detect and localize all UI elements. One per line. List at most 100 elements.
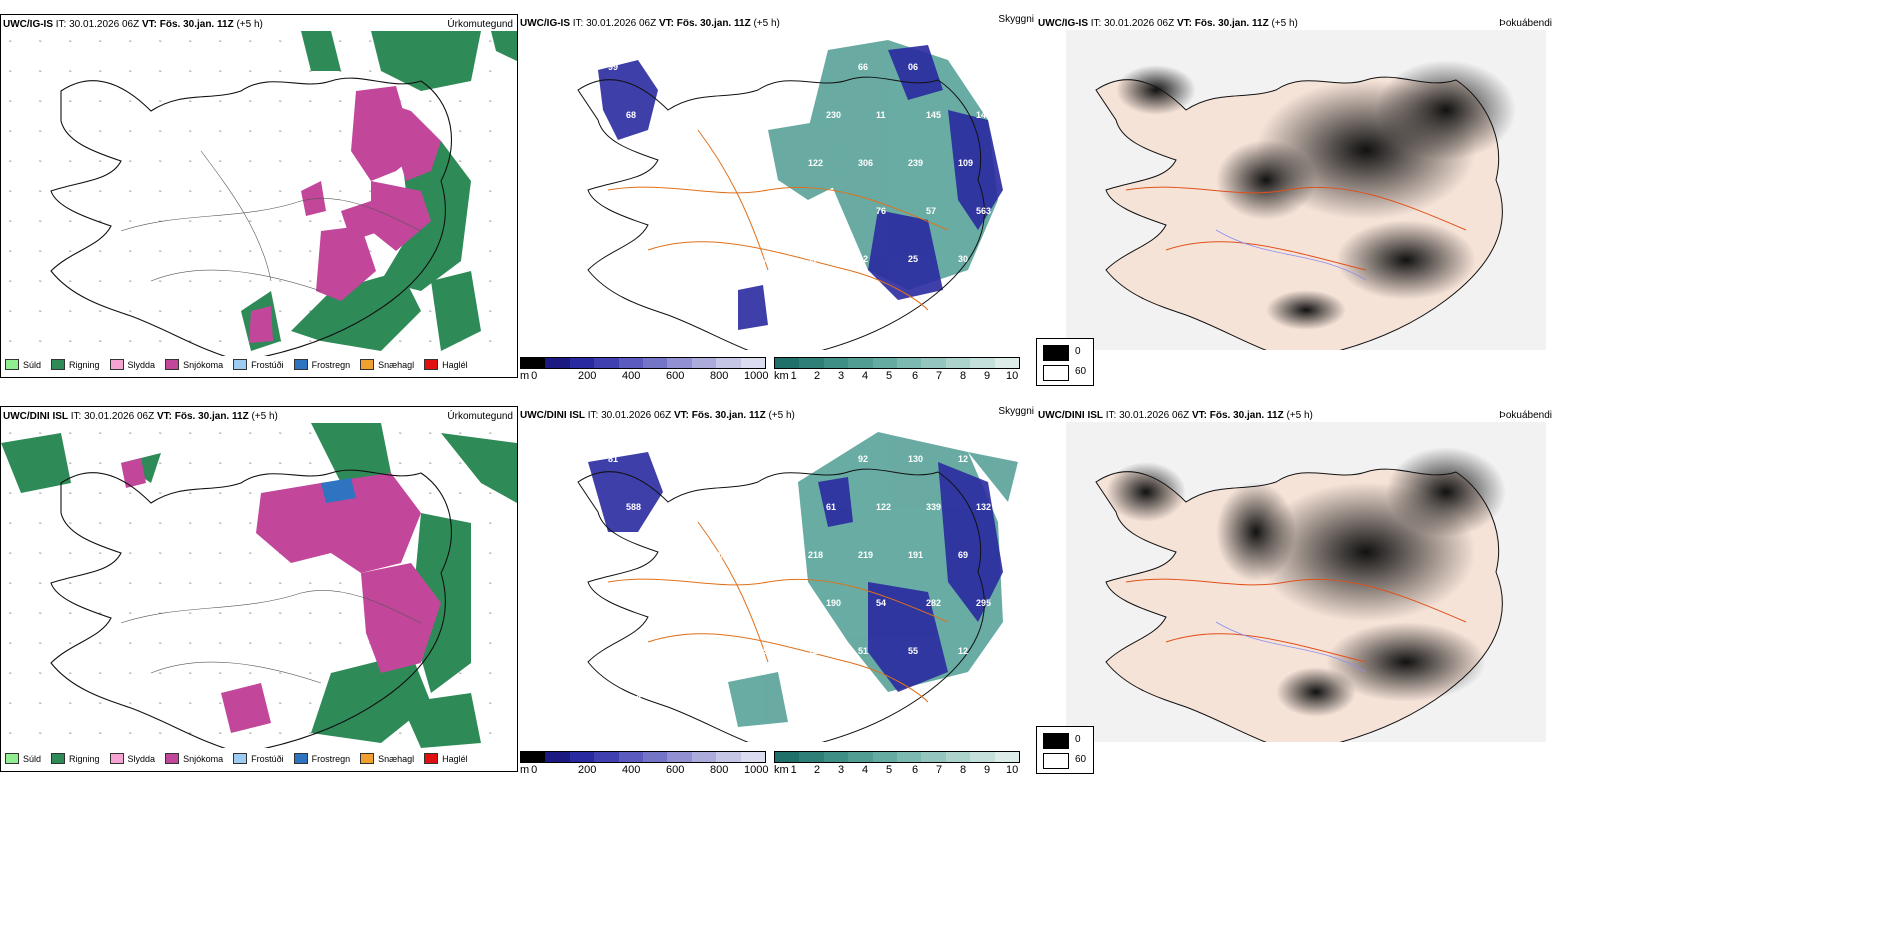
field-name: Skyggni bbox=[998, 406, 1034, 417]
iceland-outline bbox=[50, 77, 452, 356]
colorbar-step bbox=[823, 752, 849, 762]
visibility-value: 166 bbox=[726, 110, 741, 120]
visibility-value: 122 bbox=[808, 158, 823, 168]
iceland-outline bbox=[50, 469, 452, 748]
colorbar-step bbox=[740, 358, 766, 368]
visibility-value: 11 bbox=[876, 110, 886, 120]
visibility-value: 83 bbox=[758, 454, 768, 464]
visibility-value: 217 bbox=[726, 598, 741, 608]
visibility-value: 191 bbox=[908, 550, 923, 560]
legend-item: Snjókoma bbox=[165, 753, 223, 764]
visibility-value: 230 bbox=[826, 110, 841, 120]
legend-item: Frostregn bbox=[293, 359, 350, 370]
colorbar-step bbox=[872, 752, 898, 762]
visibility-value: 55 bbox=[908, 646, 918, 656]
visibility-value: 239 bbox=[908, 158, 923, 168]
visibility-value: 145 bbox=[926, 110, 941, 120]
visibility-value: 68 bbox=[626, 110, 636, 120]
km-scale-labels: km 1 2 3 4 5 6 7 8 9 10 bbox=[774, 370, 1019, 382]
visibility-value: 141 bbox=[976, 110, 991, 120]
visibility-panel-top: UWC/IG-IS IT: 30.01.2026 06Z VT: Fös. 30… bbox=[518, 14, 1036, 382]
snow-areas bbox=[121, 458, 441, 733]
visibility-value: 83 bbox=[758, 158, 768, 168]
roads bbox=[120, 150, 422, 292]
colorbar-step bbox=[994, 752, 1020, 762]
visibility-value: 30 bbox=[958, 254, 968, 264]
panel-title: UWC/DINI ISL IT: 30.01.2026 06Z VT: Fös.… bbox=[3, 411, 278, 422]
colorbar-step bbox=[716, 752, 741, 762]
visibility-value: 46 bbox=[708, 254, 718, 264]
visibility-value: 59 bbox=[626, 206, 636, 216]
legend-item: Súld bbox=[5, 753, 41, 764]
visibility-value: 25 bbox=[908, 254, 918, 264]
legend-item: Snjókoma bbox=[165, 359, 223, 370]
fog-dark-areas bbox=[1116, 60, 1516, 330]
visibility-value: 72 bbox=[758, 62, 768, 72]
legend-item: Frostregn bbox=[293, 753, 350, 764]
visibility-value: 248 bbox=[626, 694, 641, 704]
visibility-value: 61 bbox=[708, 454, 718, 464]
legend-item: Rigning bbox=[51, 359, 100, 370]
visibility-value: 122 bbox=[876, 502, 891, 512]
visibility-value: 60 bbox=[676, 206, 686, 216]
colorbar-step bbox=[691, 358, 717, 368]
visibility-value: 76 bbox=[876, 206, 886, 216]
visibility-value: 57 bbox=[926, 206, 936, 216]
visibility-value: 282 bbox=[926, 598, 941, 608]
fog-map bbox=[1066, 30, 1546, 350]
colorbar-step bbox=[848, 752, 873, 762]
panel-title: UWC/IG-IS IT: 30.01.2026 06Z VT: Fös. 30… bbox=[1038, 18, 1298, 29]
visibility-value: 219 bbox=[858, 550, 873, 560]
visibility-value: 339 bbox=[926, 502, 941, 512]
legend-item: Haglél bbox=[424, 359, 468, 370]
visibility-value: 70 bbox=[676, 694, 686, 704]
visibility-value: 779 bbox=[676, 502, 691, 512]
colorbar-step bbox=[823, 358, 849, 368]
visibility-value: 73 bbox=[826, 206, 836, 216]
visibility-value: 12 bbox=[858, 254, 868, 264]
colorbar-step bbox=[667, 752, 692, 762]
colorbar-step bbox=[799, 752, 824, 762]
colorbar-step bbox=[897, 358, 922, 368]
precip-legend: Súld Rigning Slydda Snjókoma Frostúði Fr… bbox=[5, 753, 468, 764]
visibility-value: 61 bbox=[826, 502, 836, 512]
colorbar-step bbox=[994, 358, 1020, 368]
colorbar-step bbox=[643, 358, 668, 368]
vis-colorbar-m bbox=[520, 357, 766, 369]
roads bbox=[607, 521, 949, 703]
colorbar-step bbox=[569, 358, 595, 368]
fog-legend: 0 60 bbox=[1036, 726, 1094, 774]
visibility-value: 06 bbox=[908, 62, 918, 72]
visibility-value: 130 bbox=[908, 454, 923, 464]
panel-title: UWC/IG-IS IT: 30.01.2026 06Z VT: Fös. 30… bbox=[520, 18, 780, 29]
fog-panel-bottom: UWC/DINI ISL IT: 30.01.2026 06Z VT: Fös.… bbox=[1036, 406, 1554, 774]
visibility-value: 599 bbox=[758, 550, 773, 560]
colorbar-step bbox=[921, 358, 946, 368]
snow-areas bbox=[249, 86, 441, 343]
iceland-outline bbox=[577, 76, 985, 350]
visibility-value: 109 bbox=[958, 158, 973, 168]
legend-item: Slydda bbox=[109, 753, 155, 764]
field-name: Þokuábendi bbox=[1499, 18, 1552, 29]
legend-item: Frostúði bbox=[233, 359, 284, 370]
visibility-value: 69 bbox=[958, 550, 968, 560]
colorbar-step bbox=[872, 358, 898, 368]
panel-title: UWC/IG-IS IT: 30.01.2026 06Z VT: Fös. 30… bbox=[3, 19, 263, 30]
colorbar-step bbox=[921, 752, 946, 762]
visibility-value: 53 bbox=[608, 254, 618, 264]
teal-areas bbox=[768, 40, 998, 290]
visibility-value: 17 bbox=[808, 254, 818, 264]
visibility-value: 11 bbox=[808, 646, 818, 656]
visibility-value: 50 bbox=[726, 206, 736, 216]
blue-areas bbox=[598, 45, 1003, 330]
precip-type-panel-bottom: UWC/DINI ISL IT: 30.01.2026 06Z VT: Fös.… bbox=[0, 406, 518, 772]
visibility-panel-bottom: UWC/DINI ISL IT: 30.01.2026 06Z VT: Fös.… bbox=[518, 406, 1036, 776]
legend-item: Snæhagl bbox=[360, 753, 414, 764]
visibility-value: 55 bbox=[776, 206, 786, 216]
field-name: Skyggni bbox=[998, 14, 1034, 25]
visibility-value: 72 bbox=[958, 62, 968, 72]
colorbar-step bbox=[618, 358, 644, 368]
roads bbox=[120, 590, 422, 684]
